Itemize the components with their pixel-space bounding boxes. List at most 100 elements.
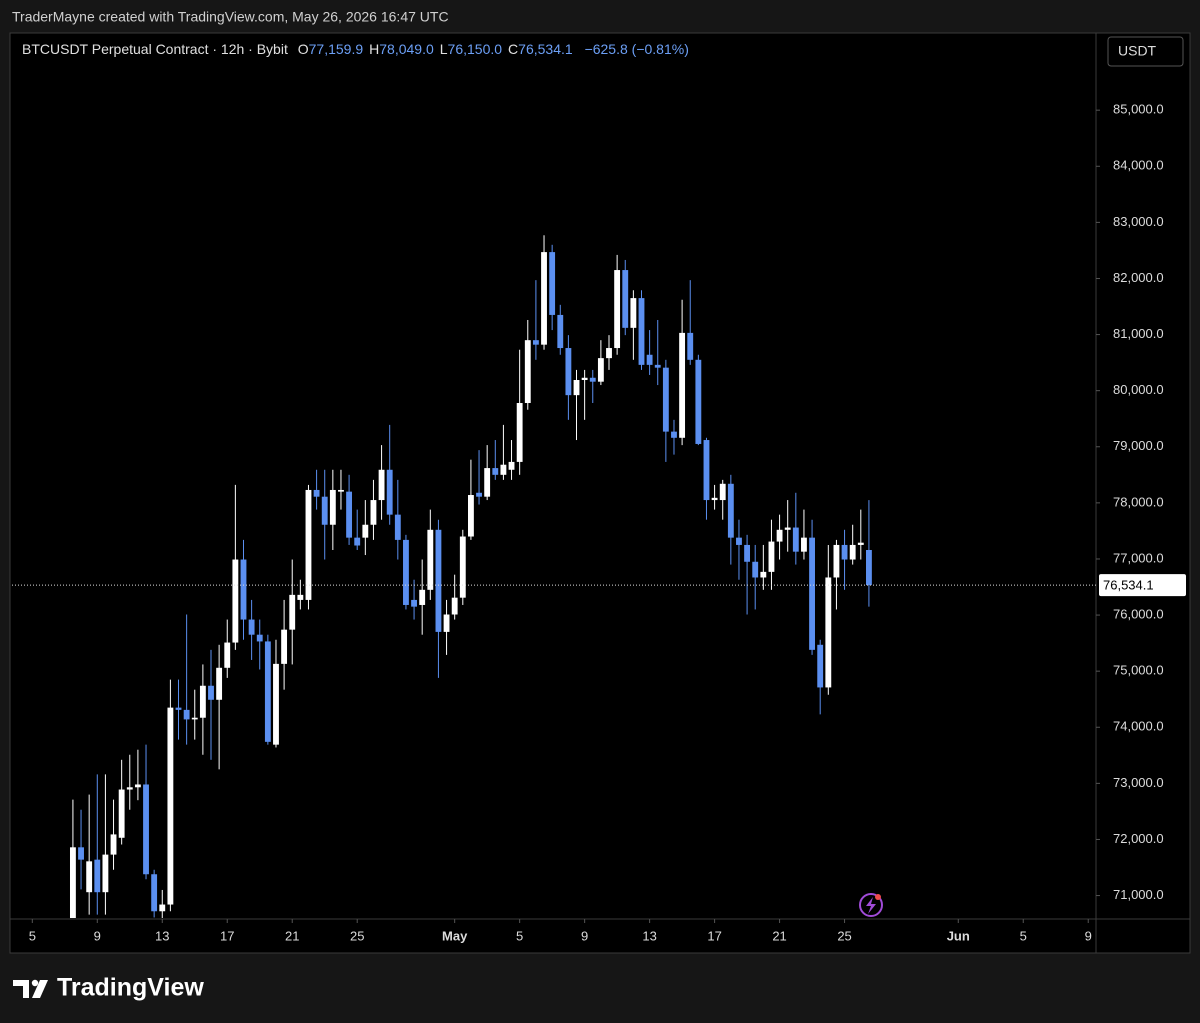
x-tick-label: 13 (155, 928, 169, 943)
candle-body (484, 468, 491, 497)
candle-body (403, 539, 409, 605)
y-tick-label: 80,000.0 (1113, 382, 1164, 397)
candle-body (338, 489, 344, 492)
candle-body (516, 403, 523, 462)
candle-body (378, 469, 385, 501)
candle-body (752, 561, 759, 578)
candle-body (719, 483, 726, 501)
candle-body (386, 469, 393, 515)
candle-body (370, 500, 377, 525)
candle-body (687, 332, 694, 360)
candle-body (256, 634, 263, 642)
candle-body (792, 527, 799, 552)
y-tick-label: 75,000.0 (1113, 663, 1164, 678)
candle-body (110, 834, 117, 855)
candle-body (305, 489, 312, 600)
footer-logo (13, 979, 48, 998)
alert-icon[interactable] (859, 893, 883, 917)
candle-body (297, 594, 304, 600)
candle-body (630, 298, 637, 328)
alert-bolt (866, 897, 876, 914)
ohlc-key: O (297, 41, 309, 57)
candle-body (321, 496, 328, 525)
ohlc-value: 76,150.0 (447, 41, 503, 57)
x-tick-label: 5 (516, 928, 523, 943)
candle-body (662, 367, 669, 432)
candle-body (581, 377, 588, 381)
candle-body (175, 707, 182, 710)
x-tick-label: 9 (1085, 928, 1092, 943)
x-tick-label: 25 (350, 928, 364, 943)
caption: TraderMayne created with TradingView.com… (12, 9, 449, 25)
candle-body (776, 529, 783, 542)
candle-body (224, 642, 231, 668)
last-price-label: 76,534.1 (1103, 578, 1154, 593)
candle-body (459, 536, 466, 598)
candle-body (273, 663, 279, 745)
candle-body (841, 544, 848, 560)
candle-body (151, 874, 158, 912)
candle-body (281, 629, 288, 664)
candle-body (638, 298, 645, 365)
chart-frame (9, 32, 1191, 954)
candle-body (597, 358, 604, 382)
candle-body (711, 497, 718, 501)
change: −625.8 (−0.81%) (584, 41, 689, 57)
candle-body (727, 483, 734, 538)
y-tick-label: 74,000.0 (1113, 719, 1164, 734)
candle-body (646, 354, 653, 365)
candle-body (622, 270, 629, 328)
candle-body (329, 489, 336, 525)
candle-body (216, 667, 223, 700)
y-tick-label: 78,000.0 (1113, 494, 1164, 509)
candle-body (565, 348, 572, 396)
candle-body (143, 784, 149, 875)
candle-body (784, 527, 791, 530)
x-tick-label: 17 (707, 928, 721, 943)
candle-body (248, 619, 255, 635)
candle-body (654, 364, 661, 368)
candle-body (313, 489, 320, 497)
candle-body (801, 537, 807, 552)
candle-body (86, 861, 93, 893)
candle-body (695, 359, 702, 444)
candle-body (240, 559, 247, 620)
candle-body (191, 717, 198, 720)
candle-body (118, 789, 125, 838)
candle-body (94, 859, 101, 893)
y-tick-label: 76,000.0 (1113, 607, 1164, 622)
candle-body (589, 377, 596, 382)
ohlc-value: 78,049.0 (379, 41, 434, 57)
ohlc-value: 76,534.1 (518, 41, 573, 57)
y-tick-label: 77,000.0 (1113, 550, 1164, 565)
candle-body (768, 541, 775, 572)
candle-body (354, 537, 361, 546)
last-price-tag (1099, 574, 1186, 597)
plot (69, 235, 872, 918)
candle-body (744, 544, 751, 562)
candle-body (549, 252, 556, 315)
candle-body (126, 787, 133, 790)
candle-body (508, 461, 515, 470)
candle-body (492, 468, 499, 475)
candle-body (703, 440, 710, 501)
candle-body (736, 537, 742, 545)
candle-body (443, 614, 450, 632)
candle-body (69, 847, 76, 918)
candle-body (451, 597, 458, 615)
candle-body (411, 599, 417, 607)
candle-body (289, 594, 296, 630)
candle-body (671, 431, 677, 438)
x-tick-label: 17 (220, 928, 234, 943)
candle-body (679, 332, 686, 438)
candle-body (394, 514, 401, 540)
currency[interactable]: USDT (1118, 43, 1157, 59)
candle-body (264, 641, 271, 742)
candle-body (476, 492, 482, 497)
candle-body (102, 854, 109, 893)
footer-brand: TradingView (57, 974, 204, 1002)
currency-box[interactable] (1107, 36, 1184, 67)
candle-body (167, 707, 174, 905)
